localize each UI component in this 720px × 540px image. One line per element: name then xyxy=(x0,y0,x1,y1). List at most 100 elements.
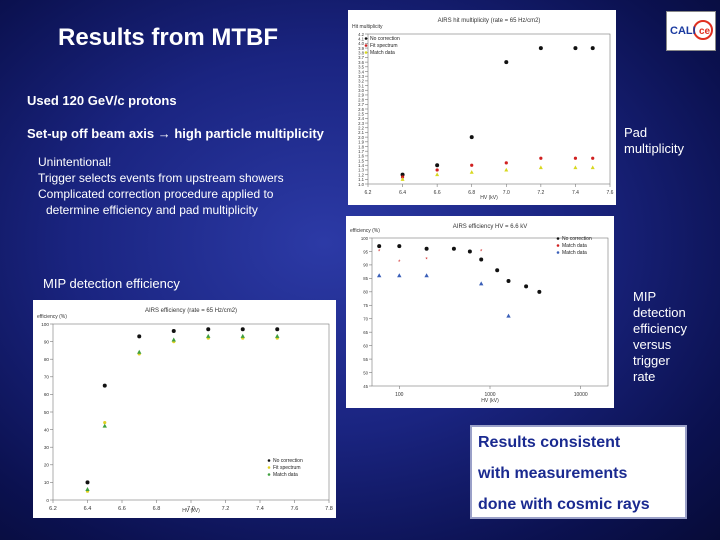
plot-frame xyxy=(371,237,609,387)
y-tick-label: 3.2 xyxy=(358,79,365,84)
y-tick-label: 60 xyxy=(44,392,50,397)
data-point-match-data xyxy=(275,333,280,338)
y-tick-label: 3.0 xyxy=(358,88,365,93)
y-tick-label: 3.4 xyxy=(358,69,365,74)
data-point-no-correction xyxy=(171,329,176,334)
legend-marker xyxy=(556,237,560,240)
y-tick-label: 3.6 xyxy=(358,60,365,65)
data-point-fit-spectrum xyxy=(103,420,107,425)
legend-marker xyxy=(267,473,271,476)
data-point-match-data xyxy=(506,313,511,318)
data-point-match-data xyxy=(573,165,578,170)
data-point-no-correction xyxy=(537,289,542,294)
data-point-no-correction xyxy=(451,246,456,251)
y-tick-label: 2.3 xyxy=(358,121,365,126)
y-tick-label: 2.5 xyxy=(358,111,365,116)
side-label-line: rate xyxy=(633,369,656,384)
note-line: determine efficiency and pad multiplicit… xyxy=(46,203,258,217)
data-point-no-correction xyxy=(538,46,543,51)
y-tick-label: 4.0 xyxy=(358,41,365,46)
x-tick-label: 6.8 xyxy=(153,506,161,512)
svg-text:CALI: CALI xyxy=(670,25,696,37)
y-tick-label: 40 xyxy=(44,427,50,432)
data-point-no-correction xyxy=(377,244,382,249)
y-tick-label: 60 xyxy=(363,343,368,348)
data-point-match-data: * xyxy=(398,260,401,266)
y-tick-label: 1.7 xyxy=(358,149,365,154)
y-tick-label: 45 xyxy=(363,384,368,389)
note-line: Unintentional! xyxy=(38,155,112,169)
x-tick-label: 10000 xyxy=(574,392,588,398)
data-point-no-correction xyxy=(137,334,142,339)
y-tick-label: 85 xyxy=(363,276,368,281)
data-point-no-correction xyxy=(469,135,474,140)
chart-title: AIRS efficiency (rate = 65 Hz/cm2) xyxy=(145,308,237,314)
data-point-match-data xyxy=(400,177,405,181)
legend-entry: Fit spectrum xyxy=(273,465,301,471)
y-tick-label: 3.9 xyxy=(358,46,365,51)
data-point-no-correction xyxy=(504,60,509,65)
results-line: with measurements xyxy=(478,465,628,482)
x-tick-label: 6.6 xyxy=(434,190,441,196)
legend-entry: Match data xyxy=(273,472,298,478)
data-point-fit-spectrum xyxy=(591,156,595,160)
y-tick-label: 2.4 xyxy=(358,116,365,121)
data-point-no-correction xyxy=(102,383,107,388)
data-point-no-correction xyxy=(400,172,405,177)
y-tick-label: 2.2 xyxy=(358,126,365,131)
data-point-fit-spectrum xyxy=(435,168,439,172)
y-tick-label: 90 xyxy=(44,339,50,344)
setup-line: Set-up off beam axis → high particle mul… xyxy=(27,126,324,141)
y-tick-label: 50 xyxy=(363,370,368,375)
y-tick-label: 4.1 xyxy=(358,36,365,41)
data-point-no-correction xyxy=(85,480,90,485)
data-point-no-correction xyxy=(424,246,429,251)
x-tick-label: 7.0 xyxy=(503,190,510,196)
x-tick-label: 7.2 xyxy=(537,190,544,196)
results-line: done with cosmic rays xyxy=(478,496,650,513)
data-point-match-data: * xyxy=(480,249,483,255)
data-point-fit-spectrum xyxy=(539,156,543,160)
y-tick-label: 55 xyxy=(363,357,368,362)
y-tick-label: 2.0 xyxy=(358,135,365,140)
y-tick-label: 80 xyxy=(363,290,368,295)
y-tick-label: 1.6 xyxy=(358,154,365,159)
hit-multiplicity-chart-panel: AIRS hit multiplicity (rate = 65 Hz/cm2)… xyxy=(348,10,616,205)
data-point-no-correction xyxy=(435,163,440,168)
data-point-fit-spectrum xyxy=(470,163,474,167)
data-point-no-correction xyxy=(524,284,529,289)
data-point-match-data xyxy=(102,423,107,428)
y-tick-label: 4.2 xyxy=(358,32,365,37)
data-point-match-data xyxy=(376,273,382,278)
x-tick-label: 7.6 xyxy=(607,190,614,196)
y-tick-label: 0 xyxy=(46,498,49,503)
notes-block: Unintentional! Trigger selects events fr… xyxy=(38,154,284,218)
y-tick-label: 20 xyxy=(44,463,50,468)
data-point-match-data xyxy=(137,349,142,354)
mip-efficiency-label: MIP detection efficiency xyxy=(43,276,180,291)
data-point-match-data xyxy=(240,333,245,338)
y-axis-label: Hit multiplicity xyxy=(352,24,383,30)
x-tick-label: 6.8 xyxy=(468,190,475,196)
mip-rate-label: MIP detection efficiency versus trigger … xyxy=(633,289,687,385)
y-tick-label: 3.3 xyxy=(358,74,365,79)
data-point-fit-spectrum xyxy=(504,161,508,165)
y-tick-label: 50 xyxy=(44,410,50,415)
data-point-match-data: * xyxy=(378,249,381,255)
y-tick-label: 80 xyxy=(44,357,50,362)
svg-text:ce: ce xyxy=(699,26,711,37)
data-point-no-correction xyxy=(573,46,578,51)
legend-entry: No correction xyxy=(273,458,303,464)
data-point-match-data xyxy=(206,333,211,338)
y-tick-label: 70 xyxy=(44,375,50,380)
calice-logo-graphic: CALI ce xyxy=(670,20,713,40)
x-tick-label: 1000 xyxy=(484,392,495,398)
data-point-match-data: * xyxy=(425,258,428,264)
data-point-fit-spectrum xyxy=(573,156,578,160)
y-axis-label: efficiency (%) xyxy=(350,228,380,234)
hit-multiplicity-chart: AIRS hit multiplicity (rate = 65 Hz/cm2)… xyxy=(352,18,614,201)
legend-marker xyxy=(267,466,271,469)
results-line: Results consistent xyxy=(478,434,621,451)
beam-line: Used 120 GeV/c protons xyxy=(27,93,177,108)
data-point-no-correction xyxy=(495,268,500,273)
